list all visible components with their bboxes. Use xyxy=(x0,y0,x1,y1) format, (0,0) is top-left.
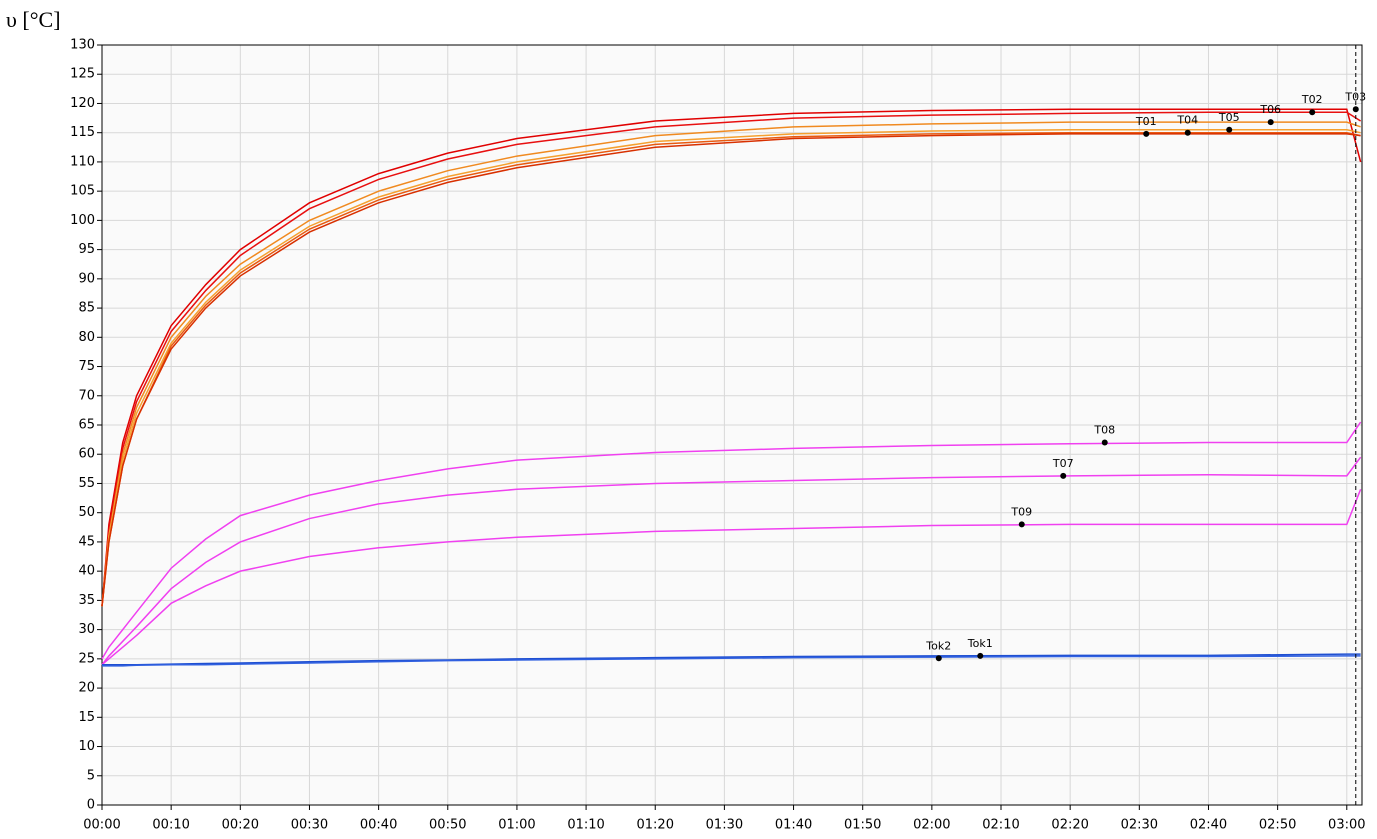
annotation-marker xyxy=(977,652,984,659)
y-tick-label: 110 xyxy=(70,154,95,169)
y-tick-label: 80 xyxy=(78,330,95,345)
annotation-label: T01 xyxy=(1135,115,1157,128)
y-tick-label: 5 xyxy=(87,768,95,783)
series-line xyxy=(101,108,1362,607)
y-tick-label: 30 xyxy=(78,622,95,637)
y-tick-label: 55 xyxy=(78,476,95,491)
x-tick-label: 00:30 xyxy=(291,818,328,833)
annotation-label: Tok2 xyxy=(925,639,951,652)
x-tick-label: 00:10 xyxy=(152,818,189,833)
y-tick-label: 65 xyxy=(78,418,95,433)
y-tick-label: 85 xyxy=(78,301,95,316)
annotation-marker xyxy=(1226,126,1233,133)
y-tick-label: 130 xyxy=(70,38,95,53)
annotation-label: T09 xyxy=(1010,505,1032,518)
x-tick-label: 01:20 xyxy=(637,818,674,833)
y-tick-label: 50 xyxy=(78,505,95,520)
annotation-label: Tok1 xyxy=(967,637,993,650)
y-tick-label: 0 xyxy=(87,798,95,813)
y-tick-label: 105 xyxy=(70,184,95,199)
x-tick-label: 01:30 xyxy=(706,818,743,833)
y-tick-label: 15 xyxy=(78,710,95,725)
y-tick-label: 45 xyxy=(78,534,95,549)
y-tick-label: 70 xyxy=(78,388,95,403)
x-tick-label: 01:10 xyxy=(567,818,604,833)
y-tick-label: 75 xyxy=(78,359,95,374)
y-tick-label: 100 xyxy=(70,213,95,228)
y-tick-label: 95 xyxy=(78,242,95,257)
series-line xyxy=(101,133,1361,607)
annotation-marker xyxy=(1352,106,1359,113)
x-tick-label: 01:40 xyxy=(775,818,812,833)
annotation-marker xyxy=(935,655,942,662)
annotation-label: T02 xyxy=(1301,93,1323,106)
x-tick-label: 02:00 xyxy=(913,818,950,833)
annotation-label: T06 xyxy=(1259,103,1281,116)
annotation-marker xyxy=(1143,130,1150,137)
x-tick-label: 02:40 xyxy=(1190,818,1227,833)
x-tick-label: 02:30 xyxy=(1121,818,1158,833)
x-tick-label: 00:00 xyxy=(83,818,120,833)
annotation-label: T08 xyxy=(1093,424,1115,437)
x-tick-label: 01:00 xyxy=(498,818,535,833)
annotation-marker xyxy=(1184,129,1191,136)
series-line xyxy=(101,111,1362,607)
annotation-label: T03 xyxy=(1344,90,1366,103)
annotation-marker xyxy=(1101,439,1108,446)
series-line xyxy=(101,421,1362,660)
y-tick-label: 125 xyxy=(70,67,95,82)
series-line xyxy=(101,456,1362,666)
x-tick-label: 00:50 xyxy=(429,818,466,833)
annotation-marker xyxy=(1018,521,1025,528)
y-tick-label: 10 xyxy=(78,739,95,754)
x-tick-label: 01:50 xyxy=(844,818,881,833)
annotation-label: T07 xyxy=(1052,457,1074,470)
series-line xyxy=(101,129,1361,607)
annotation-marker xyxy=(1267,119,1274,126)
x-tick-label: 02:10 xyxy=(982,818,1019,833)
series-line xyxy=(101,489,1362,666)
y-tick-label: 60 xyxy=(78,447,95,462)
x-tick-label: 03:00 xyxy=(1328,818,1365,833)
x-tick-label: 02:20 xyxy=(1051,818,1088,833)
annotation-marker xyxy=(1309,109,1316,116)
x-tick-label: 00:20 xyxy=(222,818,259,833)
plot-frame xyxy=(101,44,1363,806)
y-tick-label: 25 xyxy=(78,651,95,666)
series-line xyxy=(101,121,1361,607)
x-tick-label: 02:50 xyxy=(1259,818,1296,833)
y-tick-label: 35 xyxy=(78,593,95,608)
y-tick-label: 40 xyxy=(78,564,95,579)
y-axis-label: υ [°C] xyxy=(6,7,61,32)
annotation-label: T04 xyxy=(1176,114,1198,127)
annotation-marker xyxy=(1060,472,1067,479)
y-tick-label: 115 xyxy=(70,125,95,140)
x-tick-label: 00:40 xyxy=(360,818,397,833)
series-line xyxy=(102,655,1361,667)
y-tick-label: 20 xyxy=(78,681,95,696)
y-tick-label: 120 xyxy=(70,96,95,111)
annotation-label: T05 xyxy=(1218,111,1240,124)
y-tick-label: 90 xyxy=(78,271,95,286)
